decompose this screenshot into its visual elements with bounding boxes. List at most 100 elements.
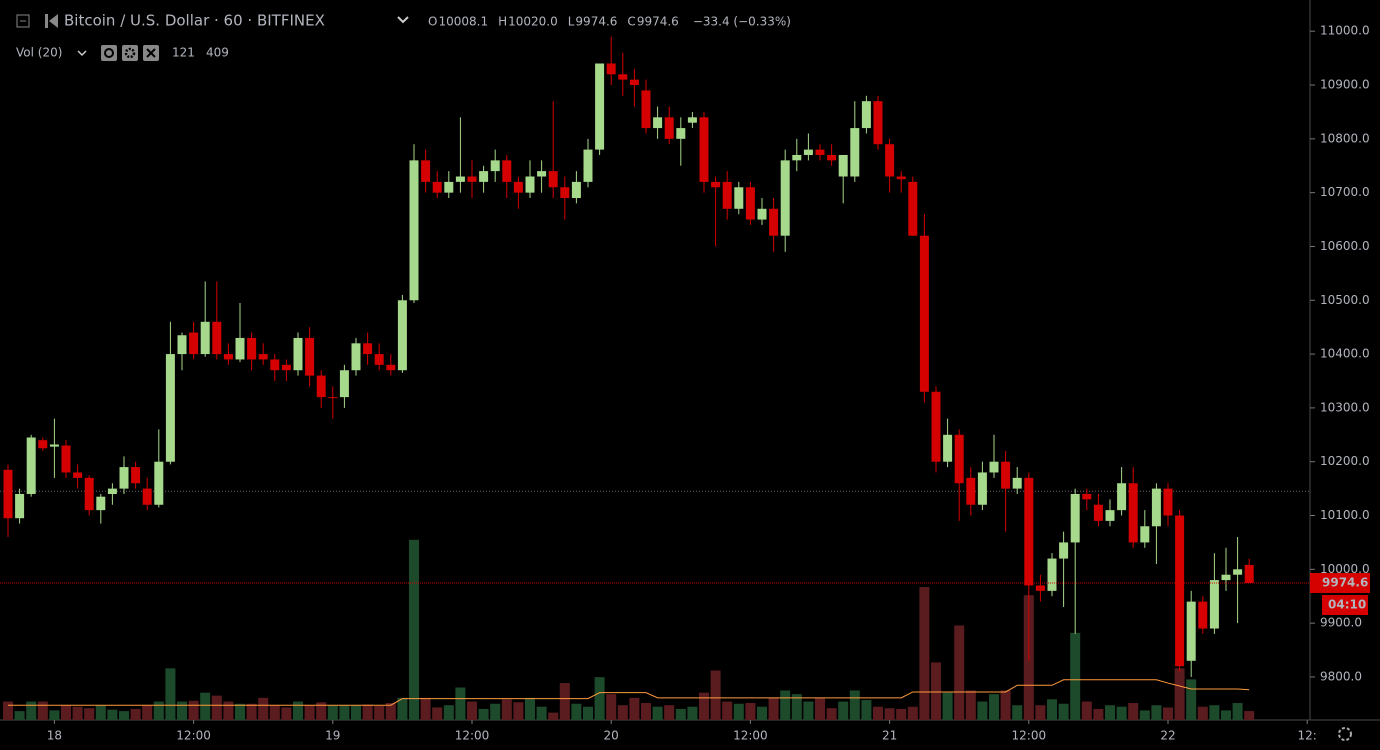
volume-bar	[26, 701, 37, 720]
volume-bar	[211, 695, 222, 720]
volume-bar	[37, 701, 48, 720]
candle-body	[699, 117, 709, 182]
volume-bar	[768, 697, 779, 720]
candle-body	[49, 444, 59, 447]
x-tick-label: 22	[1160, 729, 1175, 743]
quote-key: O	[428, 15, 437, 29]
volume-bar	[478, 708, 489, 720]
volume-bar	[571, 703, 582, 720]
volume-bar	[884, 708, 895, 720]
volume-bar	[977, 701, 988, 720]
volume-bar	[1000, 690, 1011, 720]
settings-button[interactable]	[122, 45, 138, 61]
volume-bar	[1070, 632, 1081, 720]
volume-bar	[1081, 701, 1092, 720]
volume-bar	[119, 711, 129, 720]
volume-bar	[629, 697, 640, 720]
candle-body	[305, 337, 315, 376]
volume-bar	[95, 705, 106, 720]
candle-body	[571, 181, 581, 199]
candle-body	[827, 154, 837, 161]
candle-body	[432, 181, 442, 193]
candle-body	[1198, 601, 1208, 629]
candle-body	[583, 149, 593, 182]
volume-bar	[14, 711, 25, 720]
candle-body	[908, 181, 918, 236]
candle-body	[606, 63, 616, 75]
candle-body	[363, 343, 373, 355]
countdown-label: 04:10	[1328, 597, 1366, 611]
settings-gear[interactable]	[1338, 727, 1352, 741]
volume-bar	[1209, 705, 1220, 720]
eye-button[interactable]	[101, 45, 117, 61]
quote-key: H	[498, 15, 507, 29]
chart-title[interactable]: Bitcoin / U.S. Dollar · 60 · BITFINEX	[64, 12, 325, 30]
last-price-label: 9974.6	[1322, 575, 1368, 589]
volume-bar	[965, 690, 976, 720]
candle-body	[386, 364, 396, 371]
volume-bar	[177, 701, 187, 720]
settings-icon	[124, 47, 136, 59]
candle-body	[1012, 477, 1022, 489]
quote-value: 10020.0	[508, 15, 558, 29]
collapse-button[interactable]	[16, 14, 30, 28]
volume-bar	[1197, 706, 1208, 720]
volume-bar	[931, 662, 941, 720]
volume-bar	[780, 690, 791, 720]
candle-body	[1093, 504, 1103, 521]
quote-key: L	[568, 15, 575, 29]
volume-bar	[72, 706, 83, 720]
y-tick-label: 10400.0	[1320, 347, 1370, 361]
volume-bar	[339, 705, 350, 720]
symbol-icon	[45, 14, 58, 28]
candle-body	[780, 160, 790, 236]
candle-body	[142, 488, 152, 505]
candle-body	[1209, 580, 1219, 629]
x-tick-label: 12:00	[455, 729, 490, 743]
candle-body	[525, 176, 535, 193]
candle-body	[1070, 493, 1080, 543]
remove-icon	[146, 48, 156, 58]
volume-bar	[501, 699, 512, 720]
volume-bar	[246, 703, 257, 720]
candle-body	[1244, 564, 1254, 583]
candle-body	[513, 181, 523, 193]
candle-body	[885, 144, 895, 177]
volume-bar	[293, 701, 303, 720]
candle-body	[397, 300, 407, 371]
volume-bar	[432, 707, 443, 720]
candle-body	[247, 337, 257, 360]
volume-bar	[1047, 699, 1057, 720]
last-price-box	[1310, 572, 1370, 593]
volume-bar	[1174, 668, 1185, 720]
volume-bar	[699, 692, 709, 720]
candle-body	[711, 181, 721, 188]
candle-body	[861, 101, 871, 129]
eye-icon	[104, 48, 114, 58]
candle-body	[15, 493, 25, 519]
candle-body	[351, 343, 361, 371]
candle-body	[189, 332, 199, 355]
candle-body	[1163, 488, 1173, 516]
candle-body	[235, 337, 245, 360]
candle-body	[270, 359, 280, 371]
volume-bar	[223, 701, 234, 720]
volume-bar	[826, 708, 837, 720]
candle-body	[1059, 542, 1069, 559]
candle-body	[815, 149, 825, 155]
volume-bar	[687, 706, 698, 720]
candle-body	[977, 472, 987, 505]
candle-body	[595, 63, 605, 150]
candle-body	[1151, 488, 1161, 527]
quote-value: 10008.1	[438, 15, 488, 29]
candle-body	[1128, 483, 1138, 543]
volume-bar	[1035, 705, 1046, 720]
volume-title[interactable]: Vol (20)	[16, 46, 62, 60]
x-tick-label: 19	[325, 729, 340, 743]
candle-body	[966, 477, 976, 505]
title-dropdown[interactable]	[397, 16, 409, 24]
candle-body	[954, 434, 964, 484]
volume-dropdown[interactable]	[77, 50, 87, 57]
candle-body	[1221, 574, 1231, 581]
